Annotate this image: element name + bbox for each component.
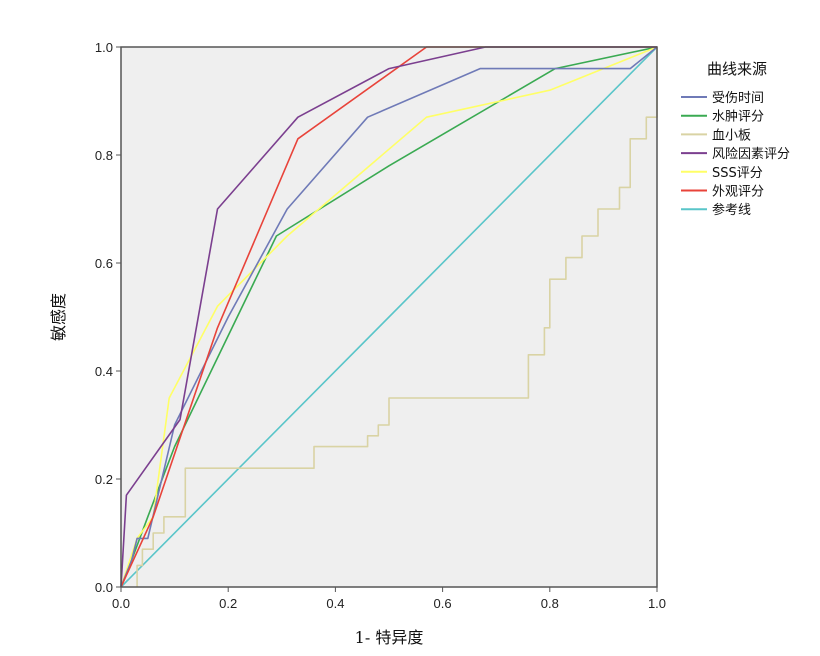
x-tick-label: 0.0	[112, 596, 130, 611]
legend-title: 曲线来源	[707, 60, 767, 78]
y-ticks: 0.0 0.2 0.4 0.6 0.8 1.0	[95, 40, 121, 595]
series-line-0	[120, 46, 658, 588]
x-tick-label: 0.6	[434, 596, 452, 611]
y-tick-label: 0.8	[95, 148, 113, 163]
series-line-1	[120, 46, 658, 588]
series-line-4	[120, 46, 658, 588]
series-line-2	[136, 47, 658, 587]
y-tick-label: 0.4	[95, 364, 113, 379]
y-tick-label: 0.0	[95, 580, 113, 595]
x-tick-label: 0.8	[541, 596, 559, 611]
y-tick-label: 1.0	[95, 40, 113, 55]
legend-label: 参考线	[712, 202, 751, 218]
legend-label: 水肿评分	[712, 110, 764, 125]
legend-label: 血小板	[712, 128, 751, 143]
legend-label: 外观评分	[712, 185, 764, 200]
x-ticks: 0.0 0.2 0.4 0.6 0.8 1.0	[112, 587, 666, 611]
y-tick-label: 0.2	[95, 472, 113, 487]
y-tick-label: 0.6	[95, 256, 113, 271]
legend-label: 受伤时间	[712, 91, 764, 106]
x-tick-label: 0.4	[326, 596, 344, 611]
x-tick-label: 0.2	[219, 596, 237, 611]
x-axis-label: 1- 特异度	[355, 628, 424, 647]
series-line-6	[120, 46, 658, 588]
plot-frame	[120, 46, 658, 588]
legend-label: 风险因素评分	[712, 147, 790, 162]
x-tick-label: 1.0	[648, 596, 666, 611]
y-axis-label: 敏感度	[49, 293, 68, 341]
legend-label: SSS评分	[712, 166, 763, 181]
